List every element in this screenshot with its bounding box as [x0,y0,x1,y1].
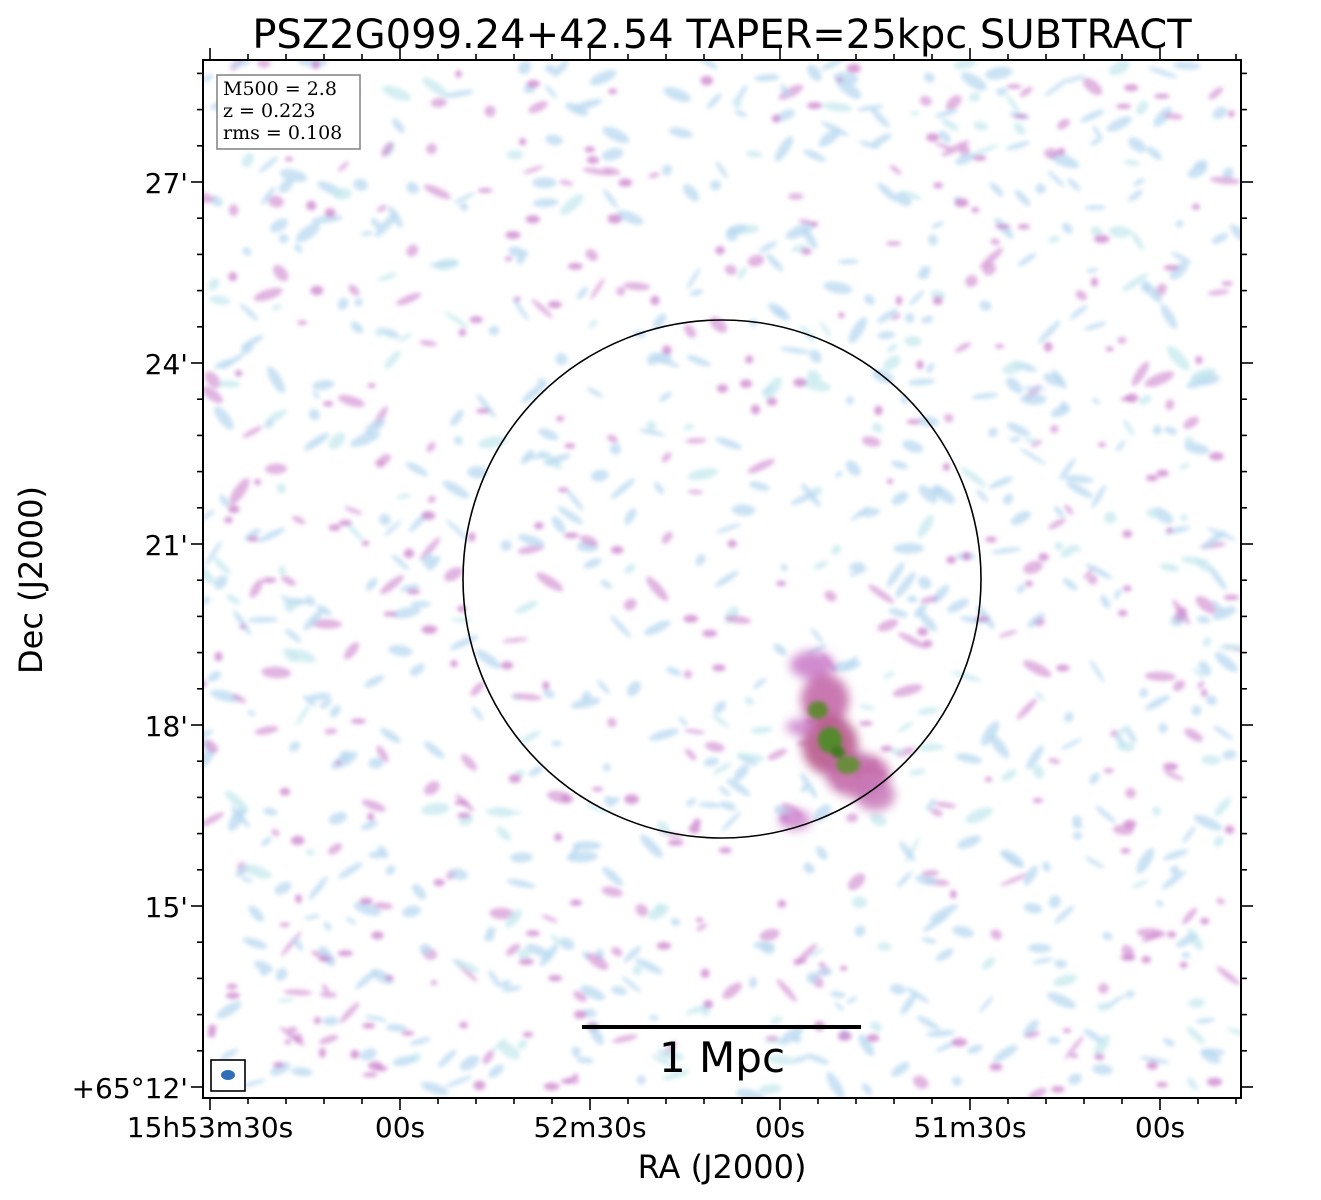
x-tick-labels: 15h53m30s 00s 52m30s 00s 51m30s 00s [127,1111,1185,1144]
x-tick-label: 00s [375,1111,425,1144]
beam-marker [210,1059,246,1092]
rms-text: rms = 0.108 [223,122,342,144]
y-tick-label: +65°12' [72,1072,188,1105]
scale-bar: 1 Mpc [582,1025,861,1082]
axis-ticks [191,48,1253,1110]
r500-circle [462,319,982,839]
m500-text: M500 = 2.8 [223,78,337,100]
x-tick-label: 15h53m30s [127,1111,294,1144]
plot-frame [202,59,1242,1099]
scale-bar-label: 1 Mpc [659,1033,785,1082]
x-tick-label: 00s [755,1111,805,1144]
x-tick-label: 00s [1135,1111,1185,1144]
y-tick-label: 21' [145,529,188,562]
x-tick-label: 51m30s [913,1111,1026,1144]
y-tick-label: 27' [145,167,188,200]
y-tick-label: 15' [145,891,188,924]
x-tick-label: 52m30s [533,1111,646,1144]
info-box: M500 = 2.8 z = 0.223 rms = 0.108 [216,74,361,150]
y-axis-label: Dec (J2000) [12,486,50,674]
y-tick-labels: 27' 24' 21' 18' 15' +65°12' [72,167,188,1105]
x-axis-label: RA (J2000) [638,1148,807,1186]
figure-title: PSZ2G099.24+42.54 TAPER=25kpc SUBTRACT [252,12,1192,58]
y-tick-label: 24' [145,348,188,381]
radio-image-noise [203,60,1241,1098]
extended-emission [779,651,895,830]
redshift-text: z = 0.223 [223,100,315,122]
y-tick-label: 18' [145,710,188,743]
